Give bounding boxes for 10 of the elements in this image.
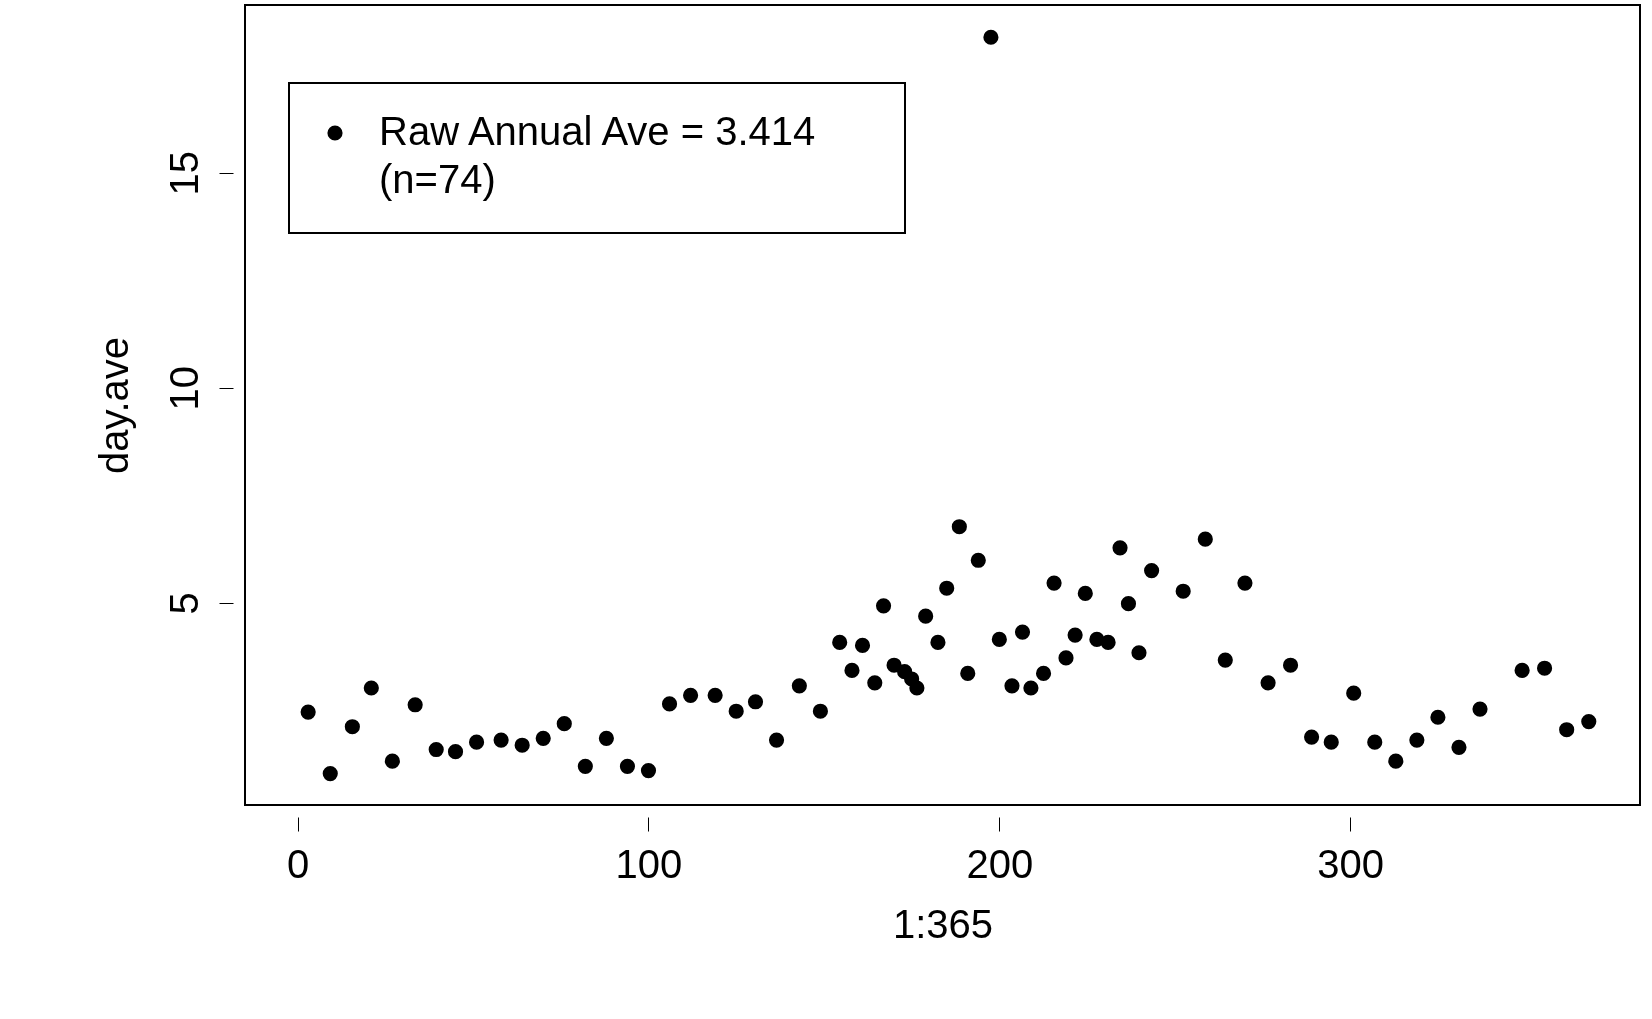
y-tick-label: 5 (161, 592, 206, 615)
legend-label: Raw Annual Ave = 3.414 (n=74) (379, 109, 816, 201)
y-tick-label: 15 (161, 150, 206, 196)
x-tick-label: 0 (287, 841, 310, 886)
x-axis-title: 1:365 (892, 901, 994, 946)
y-axis-title: day.ave (91, 336, 136, 475)
y-tick-label: 10 (161, 366, 206, 411)
x-tick-label: 200 (966, 841, 1034, 886)
x-tick-label: 100 (615, 841, 683, 886)
x-tick-label: 300 (1317, 841, 1385, 886)
